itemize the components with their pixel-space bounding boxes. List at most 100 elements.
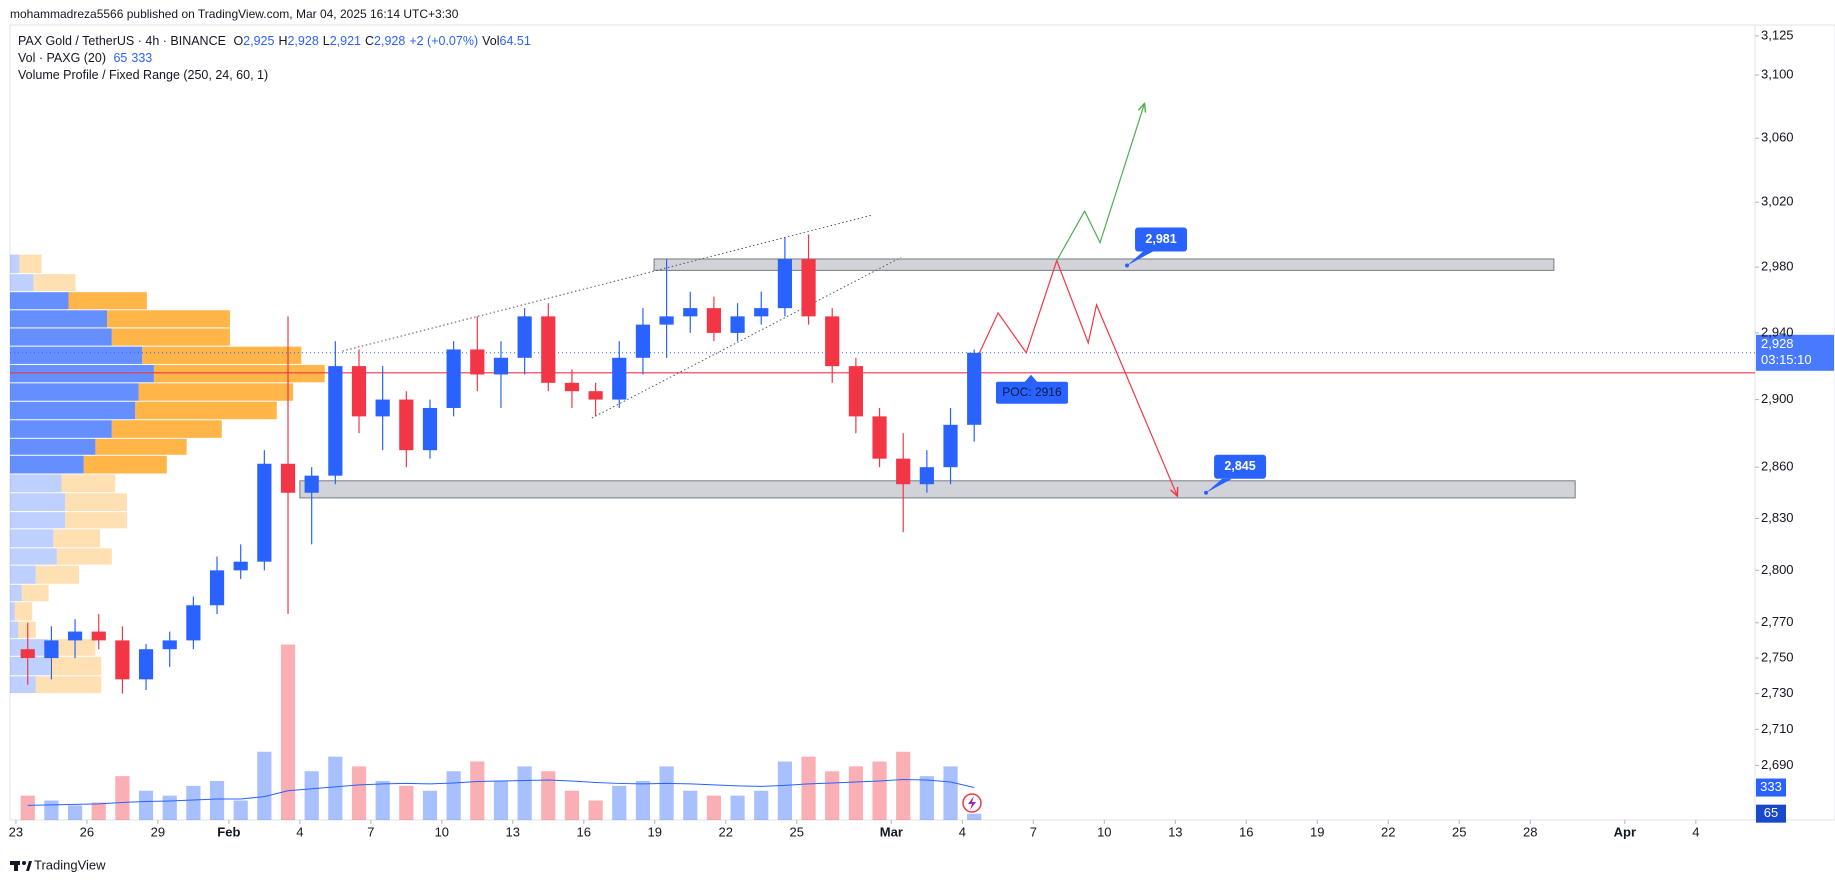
volume-bar xyxy=(470,761,485,820)
volume-profile xyxy=(10,254,325,694)
last-price-box xyxy=(1756,334,1834,371)
candle-body xyxy=(328,366,343,476)
profile-up xyxy=(10,565,36,584)
profile-up xyxy=(10,254,20,274)
poc-box xyxy=(995,381,1068,404)
candle-body xyxy=(564,382,580,392)
volume-bar xyxy=(67,805,83,820)
callout-tail xyxy=(1127,251,1154,266)
profile-down xyxy=(111,328,230,346)
candle-body xyxy=(280,463,296,493)
x-tick-label: 26 xyxy=(80,824,94,839)
volume-bar xyxy=(612,785,627,820)
volume-bar xyxy=(304,771,319,820)
volume-bar xyxy=(706,795,722,820)
profile-up xyxy=(10,639,48,656)
candles xyxy=(20,234,982,694)
profile-down xyxy=(49,656,102,676)
candle-body xyxy=(67,631,83,641)
candle-body xyxy=(493,357,509,375)
profile-down xyxy=(53,529,101,548)
candle-body xyxy=(754,308,769,317)
profile-down xyxy=(83,455,167,474)
zone xyxy=(299,480,1576,499)
y-tick-label: 3,060 xyxy=(1761,130,1794,145)
volume-bar xyxy=(588,800,603,820)
ohlc-value: 2,928 xyxy=(287,34,319,48)
candle-body xyxy=(399,399,414,451)
candle-body xyxy=(872,416,887,459)
volume-bar xyxy=(138,790,154,820)
ohlc-label: L xyxy=(322,34,330,48)
indicator-name: Vol · PAXG (20) xyxy=(18,51,106,65)
indicator-value: 65 xyxy=(113,51,128,65)
x-tick-label: Mar xyxy=(880,824,903,839)
candle-body xyxy=(706,308,722,333)
x-tick-label: 13 xyxy=(1168,824,1182,839)
volume-bar xyxy=(896,751,911,820)
volume-bar xyxy=(233,800,248,820)
candle-body xyxy=(351,366,367,417)
volume-bar xyxy=(186,785,201,820)
profile-up xyxy=(10,512,65,529)
profile-down xyxy=(135,401,277,420)
poc-label: POC: 2916 xyxy=(1002,385,1062,399)
candle-body xyxy=(896,458,911,485)
x-tick-label: 13 xyxy=(506,824,520,839)
callout-box xyxy=(1135,227,1188,252)
candle-body xyxy=(825,316,840,367)
candle-body xyxy=(943,424,958,468)
volume-bar xyxy=(351,766,367,820)
volume-bar xyxy=(943,766,958,820)
callout-tail xyxy=(1206,478,1233,493)
candle-body xyxy=(138,649,154,680)
change: +2 (+0.07%) xyxy=(409,34,479,48)
profile-up xyxy=(10,383,139,401)
footer-logo: TradingView xyxy=(10,857,106,872)
volume-bar xyxy=(91,802,106,820)
profile-up xyxy=(10,621,19,639)
footer-brand: TradingView xyxy=(34,857,106,872)
callout-label: 2,845 xyxy=(1224,459,1255,473)
volume-axis-box xyxy=(1756,804,1786,823)
candle-body xyxy=(91,631,106,641)
x-tick-label: 19 xyxy=(648,824,662,839)
poc-pointer xyxy=(1023,374,1038,383)
volume-bar xyxy=(162,795,177,820)
profile-up xyxy=(10,401,136,420)
profile-down xyxy=(47,639,96,656)
candle-body xyxy=(683,308,698,317)
candle-body xyxy=(115,640,130,680)
volume-bar xyxy=(825,771,840,820)
profile-up xyxy=(10,676,36,694)
candle-body xyxy=(20,649,35,659)
x-tick-label: 25 xyxy=(1452,824,1466,839)
volume-bar xyxy=(541,771,556,820)
candle-body xyxy=(919,467,934,485)
y-tick-label: 2,800 xyxy=(1761,562,1794,577)
volume-pane: 333 65 xyxy=(20,644,1786,823)
profile-down xyxy=(64,512,127,529)
indicator-value: 333 xyxy=(131,51,153,65)
y-tick-label: 2,900 xyxy=(1761,391,1794,406)
y-tick-label: 2,730 xyxy=(1761,685,1794,700)
x-tick-label: 4 xyxy=(959,824,966,839)
profile-down xyxy=(153,364,325,383)
candle-body xyxy=(801,258,816,317)
callout-box xyxy=(1214,454,1267,479)
last-price-label: 2,928 xyxy=(1761,336,1794,351)
y-tick-label: 3,020 xyxy=(1761,194,1794,209)
y-tick-label: 2,980 xyxy=(1761,259,1794,274)
x-tick-label: 10 xyxy=(435,824,449,839)
candle-body xyxy=(422,407,438,451)
x-tick-label: 10 xyxy=(1097,824,1111,839)
candle-body xyxy=(186,605,201,641)
volume-bar xyxy=(115,776,130,820)
y-tick-label: 3,125 xyxy=(1761,27,1794,42)
profile-up xyxy=(10,474,62,493)
volume-bar xyxy=(564,790,580,820)
volume-bar xyxy=(848,766,863,820)
volume-bar xyxy=(422,790,438,820)
